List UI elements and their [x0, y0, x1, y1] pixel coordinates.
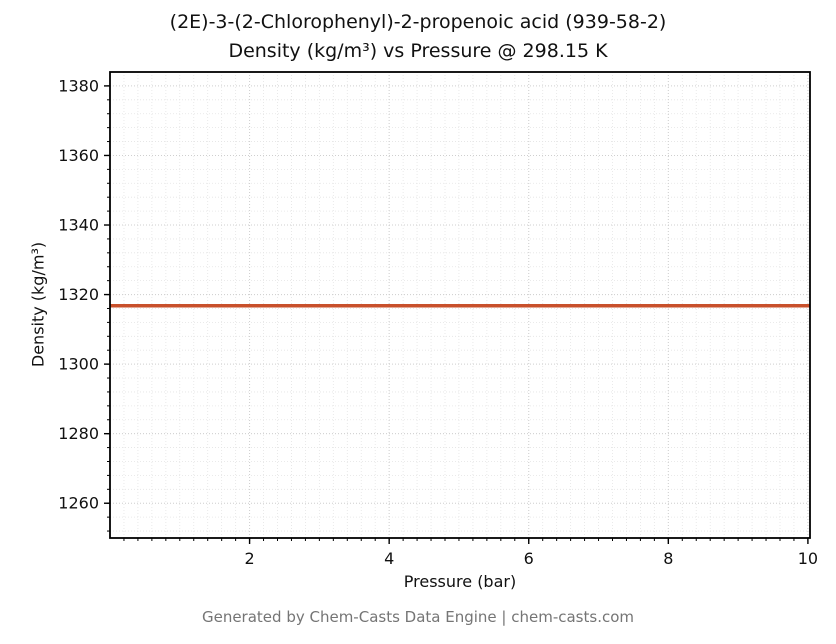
y-tick-label: 1280	[58, 424, 99, 443]
chart-title-line2: Density (kg/m³) vs Pressure @ 298.15 K	[228, 39, 608, 62]
x-tick-label: 2	[244, 549, 254, 568]
y-tick-label: 1340	[58, 216, 99, 235]
y-tick-label: 1260	[58, 494, 99, 513]
y-tick-label: 1320	[58, 285, 99, 304]
x-tick-label: 4	[384, 549, 394, 568]
tick-labels: 2 4 6 8 10 1260 1280 1300 1320 1340 1360 1380	[58, 76, 818, 568]
y-axis-label: Density (kg/m³)	[28, 241, 48, 368]
axis-ticks	[104, 85, 809, 544]
axes-spines	[109, 71, 811, 539]
chart-title: (2E)-3-(2-Chlorophenyl)-2-propenoic acid…	[0, 8, 836, 65]
y-tick-label: 1360	[58, 146, 99, 165]
x-tick-label: 8	[663, 549, 673, 568]
x-tick-label: 10	[798, 549, 818, 568]
chart-title-line1: (2E)-3-(2-Chlorophenyl)-2-propenoic acid…	[169, 11, 667, 33]
x-axis-label: Pressure (bar)	[403, 572, 517, 591]
chart-footer: Generated by Chem-Casts Data Engine | ch…	[201, 608, 635, 626]
y-tick-label: 1300	[58, 355, 99, 374]
y-tick-label: 1380	[58, 76, 99, 95]
x-tick-label: 6	[524, 549, 534, 568]
